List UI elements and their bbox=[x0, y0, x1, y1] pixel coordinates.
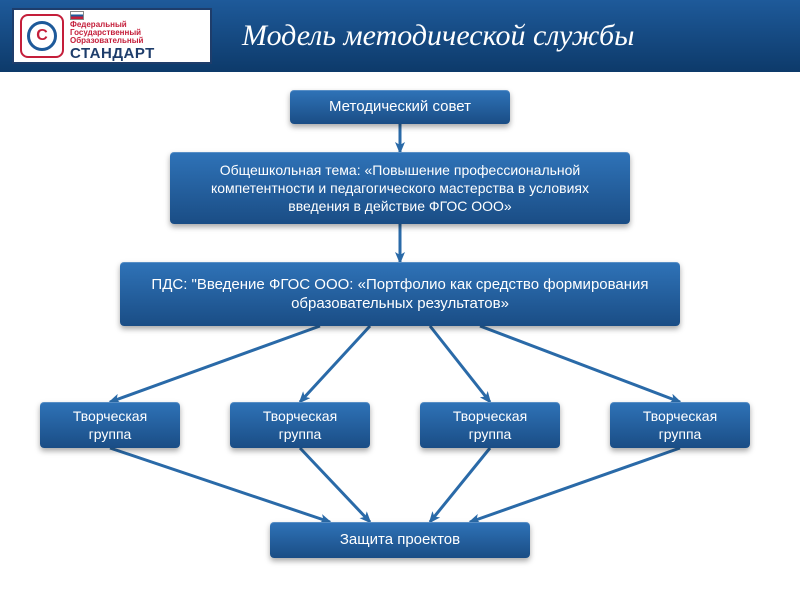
standard-logo-icon: С bbox=[20, 14, 64, 58]
flowchart-node-g4: Творческая группа bbox=[610, 402, 750, 448]
flowchart-node-n4: Защита проектов bbox=[270, 522, 530, 558]
flowchart: Методический совет Общешкольная тема: «По… bbox=[0, 72, 800, 600]
standard-logo-letter: С bbox=[27, 21, 57, 51]
logo-standard-word: СТАНДАРТ bbox=[70, 46, 155, 61]
header-bar: С Федеральный Государственный Образовате… bbox=[0, 0, 800, 72]
logo-line-3: Образовательный bbox=[70, 37, 155, 45]
standard-logo: С Федеральный Государственный Образовате… bbox=[12, 8, 212, 64]
flowchart-node-g2: Творческая группа bbox=[230, 402, 370, 448]
flowchart-node-g1: Творческая группа bbox=[40, 402, 180, 448]
flowchart-node-n2: Общешкольная тема: «Повышение профессион… bbox=[170, 152, 630, 224]
page-title: Модель методической службы bbox=[242, 19, 634, 53]
ru-flag-icon bbox=[70, 11, 84, 20]
flowchart-node-n1: Методический совет bbox=[290, 90, 510, 124]
standard-logo-text: Федеральный Государственный Образователь… bbox=[70, 11, 155, 61]
flowchart-node-g3: Творческая группа bbox=[420, 402, 560, 448]
flowchart-node-n3: ПДС: "Введение ФГОС ООО: «Портфолио как … bbox=[120, 262, 680, 326]
